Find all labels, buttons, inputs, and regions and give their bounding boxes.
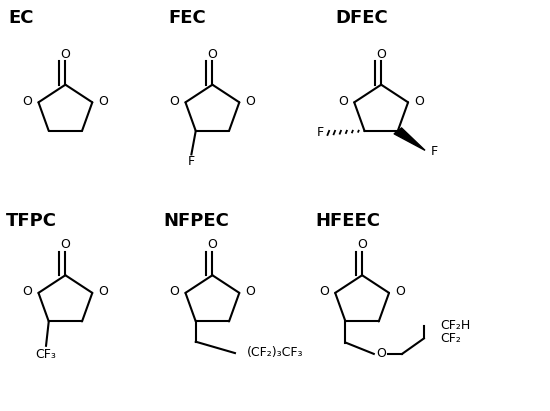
- Text: O: O: [98, 95, 108, 108]
- Text: F: F: [316, 127, 323, 139]
- Text: O: O: [169, 285, 179, 298]
- Polygon shape: [394, 128, 425, 150]
- Text: HFEEC: HFEEC: [316, 212, 381, 230]
- Text: O: O: [357, 238, 367, 252]
- Text: CF₃: CF₃: [36, 348, 57, 361]
- Text: O: O: [169, 95, 179, 108]
- Text: O: O: [98, 285, 108, 298]
- Text: O: O: [376, 347, 386, 360]
- Text: F: F: [188, 155, 195, 168]
- Text: O: O: [320, 285, 329, 298]
- Text: (CF₂)₃CF₃: (CF₂)₃CF₃: [246, 346, 303, 359]
- Text: EC: EC: [8, 9, 34, 27]
- Text: O: O: [60, 238, 70, 252]
- Text: O: O: [245, 95, 255, 108]
- Text: O: O: [376, 48, 386, 61]
- Text: O: O: [60, 48, 70, 61]
- Text: O: O: [395, 285, 405, 298]
- Text: FEC: FEC: [169, 9, 207, 27]
- Text: CF₂: CF₂: [440, 332, 461, 345]
- Text: TFPC: TFPC: [6, 212, 57, 230]
- Text: CF₂H: CF₂H: [440, 319, 470, 332]
- Text: O: O: [207, 238, 217, 252]
- Text: O: O: [338, 95, 348, 108]
- Text: O: O: [207, 48, 217, 61]
- Text: O: O: [245, 285, 255, 298]
- Text: O: O: [23, 285, 32, 298]
- Text: O: O: [23, 95, 32, 108]
- Text: DFEC: DFEC: [335, 9, 388, 27]
- Text: O: O: [414, 95, 424, 108]
- Text: NFPEC: NFPEC: [163, 212, 229, 230]
- Text: F: F: [431, 145, 438, 158]
